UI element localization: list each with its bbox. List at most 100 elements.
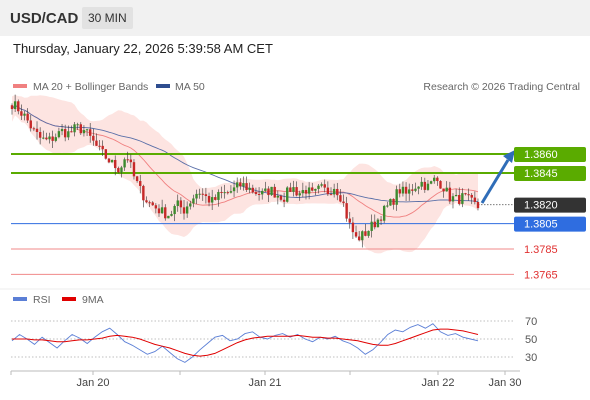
candle-body bbox=[157, 208, 161, 214]
timeframe-badge[interactable]: 30 MIN bbox=[82, 7, 133, 29]
candle-body bbox=[29, 120, 32, 129]
candle-body bbox=[145, 200, 148, 203]
level-labels: 1.3860 1.3845 1.3820 1.3805 1.3785 1.3765 bbox=[514, 147, 586, 281]
candle-body bbox=[292, 187, 295, 192]
candle-body bbox=[286, 187, 289, 202]
candle-body bbox=[201, 193, 204, 195]
candle-body bbox=[389, 198, 392, 206]
candle-body bbox=[210, 197, 214, 203]
chart-timestamp: Thursday, January 22, 2026 5:39:58 AM CE… bbox=[13, 41, 273, 56]
candle-body bbox=[254, 192, 258, 194]
candle-body bbox=[160, 207, 164, 214]
candle-body bbox=[129, 159, 133, 163]
forecast-arrow-shaft bbox=[480, 159, 510, 204]
candle-body bbox=[439, 181, 442, 189]
candle-body bbox=[467, 194, 470, 196]
x-tick-label: Jan 20 bbox=[76, 377, 109, 389]
bollinger-band-fill bbox=[12, 94, 478, 254]
candle-body bbox=[407, 189, 411, 194]
candle-body bbox=[110, 159, 114, 163]
candle-body bbox=[192, 198, 195, 204]
candle-body bbox=[232, 187, 236, 192]
candle-body bbox=[142, 185, 145, 201]
candle-body bbox=[426, 183, 430, 190]
rsi-line bbox=[11, 323, 479, 363]
rsi-level-label-70: 70 bbox=[525, 316, 537, 328]
candle-body bbox=[433, 177, 436, 182]
candle-body bbox=[361, 231, 364, 241]
candle-body bbox=[207, 196, 211, 203]
candle-body bbox=[235, 182, 239, 188]
candle-body bbox=[276, 195, 280, 198]
candle-body bbox=[185, 206, 189, 214]
current-price-label: 1.3820 bbox=[524, 200, 558, 212]
candle-body bbox=[451, 196, 455, 202]
level-label-1.3860: 1.3860 bbox=[524, 149, 558, 161]
candle-body bbox=[464, 193, 467, 195]
candle-body bbox=[354, 232, 358, 237]
candle-body bbox=[104, 149, 108, 159]
candle-body bbox=[442, 188, 445, 192]
candle-body bbox=[257, 193, 261, 195]
candle-body bbox=[51, 136, 54, 141]
candle-body bbox=[217, 191, 220, 200]
ma9-legend-swatch bbox=[62, 297, 76, 301]
symbol-title: USD/CAD bbox=[10, 10, 79, 27]
candle-body bbox=[101, 145, 104, 150]
bollinger-legend-label: MA 20 + Bollinger Bands bbox=[33, 81, 148, 93]
candle-body bbox=[164, 207, 167, 219]
candle-body bbox=[320, 184, 323, 186]
candle-body bbox=[301, 190, 305, 194]
candle-body bbox=[339, 195, 342, 202]
candle-body bbox=[198, 193, 201, 195]
x-tick-label: Jan 21 bbox=[248, 377, 281, 389]
candle-body bbox=[370, 221, 373, 231]
ma50-legend-swatch bbox=[156, 84, 170, 88]
candle-body bbox=[307, 187, 311, 194]
rsi-level-label-50: 50 bbox=[525, 334, 537, 346]
rsi-legend-swatch bbox=[13, 297, 27, 301]
candle-body bbox=[176, 200, 179, 206]
candle-body bbox=[245, 183, 248, 190]
candle-body bbox=[214, 197, 217, 200]
candle-body bbox=[45, 137, 48, 140]
candle-body bbox=[107, 158, 111, 163]
candle-body bbox=[304, 190, 308, 194]
candle-body bbox=[60, 129, 64, 132]
candle-body bbox=[348, 218, 351, 223]
candle-body bbox=[273, 186, 276, 198]
candle-body bbox=[13, 101, 17, 110]
candle-body bbox=[342, 201, 345, 204]
candle-body bbox=[448, 187, 452, 202]
candle-body bbox=[173, 205, 176, 215]
level-label-box-1.3845 bbox=[514, 166, 586, 181]
candle-body bbox=[326, 187, 330, 195]
candle-body bbox=[261, 190, 264, 195]
candle-body bbox=[242, 183, 245, 187]
candle-body bbox=[79, 124, 83, 134]
x-tick-label: Jan 30 bbox=[488, 377, 521, 389]
current-price-label-box bbox=[514, 197, 586, 213]
candle-body bbox=[92, 135, 95, 141]
candle-body bbox=[279, 195, 283, 200]
ma50-line bbox=[11, 104, 479, 203]
candle-body bbox=[373, 221, 376, 228]
candle-body bbox=[473, 197, 477, 202]
research-credit: Research © 2026 Trading Central bbox=[423, 81, 580, 93]
candle-body bbox=[63, 129, 67, 138]
candle-body bbox=[404, 186, 408, 194]
candle-body bbox=[248, 187, 251, 190]
bollinger-legend-swatch bbox=[13, 84, 27, 88]
candle-body bbox=[423, 181, 427, 190]
candle-body bbox=[139, 181, 142, 186]
candle-body bbox=[364, 231, 367, 236]
price-levels bbox=[11, 153, 514, 275]
candle-body bbox=[76, 124, 79, 126]
level-label-1.3785: 1.3785 bbox=[524, 244, 558, 256]
candle-body bbox=[10, 105, 14, 110]
candle-body bbox=[117, 168, 120, 173]
candle-body bbox=[376, 219, 380, 228]
candle-body bbox=[95, 140, 98, 146]
candle-body bbox=[289, 187, 292, 192]
candle-body bbox=[154, 205, 158, 209]
